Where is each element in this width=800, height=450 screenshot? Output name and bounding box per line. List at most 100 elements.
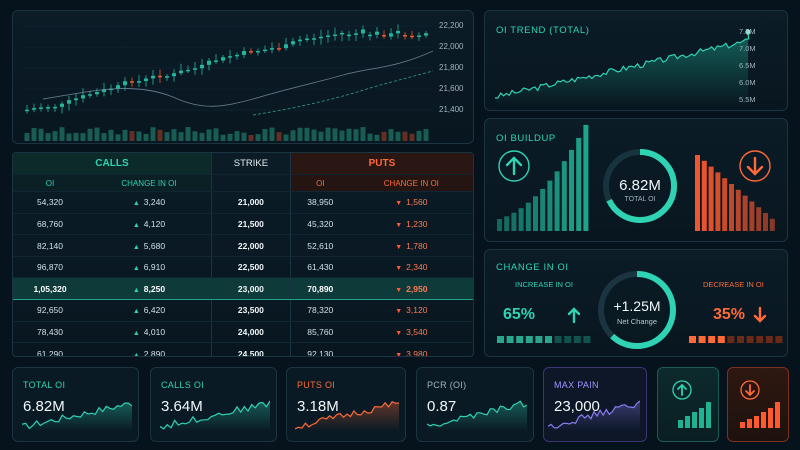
buildup-bar xyxy=(756,207,762,231)
volume-bar xyxy=(220,134,226,141)
chain-row[interactable]: 68,760 ▲ 4,120 21,500 45,320 ▼ 1,230 xyxy=(13,213,473,236)
increase-segment xyxy=(525,336,533,343)
increase-segment xyxy=(554,336,562,343)
volume-bar xyxy=(199,132,205,141)
candle-body xyxy=(375,31,379,35)
chain-row[interactable]: 61,290 ▲ 2,890 24,500 92,130 ▼ 3,980 xyxy=(13,342,473,357)
candle-body xyxy=(193,68,197,70)
volume-bar xyxy=(304,127,310,141)
volume-bar xyxy=(262,128,268,141)
volume-bar xyxy=(150,127,156,141)
candle-body xyxy=(123,81,127,86)
puts-change-cell: ▼ 1,230 xyxy=(349,213,473,236)
candlestick-panel: 22,200 22,000 21,800 21,600 21,400 xyxy=(12,10,474,144)
sparkline xyxy=(160,400,270,431)
chain-row[interactable]: 92,650 ▲ 6,420 23,500 78,320 ▼ 3,120 xyxy=(13,299,473,322)
bullish-card[interactable] xyxy=(657,367,719,442)
candle-body xyxy=(312,38,316,40)
puts-change-col[interactable]: CHANGE IN OI xyxy=(349,174,473,193)
calls-oi-cell: 68,760 xyxy=(13,213,88,236)
sparkline xyxy=(295,401,399,431)
volume-bar xyxy=(290,130,296,141)
candle-body xyxy=(200,64,204,69)
volume-bar xyxy=(185,127,191,141)
calls-change-col[interactable]: CHANGE IN OI xyxy=(87,174,212,193)
buildup-bar xyxy=(735,189,741,231)
change-in-oi-title: CHANGE IN OI xyxy=(496,262,569,273)
calls-change-cell: ▲ 5,680 xyxy=(87,234,212,257)
calls-oi-cell: 92,650 xyxy=(13,299,88,322)
increase-segment xyxy=(573,336,581,343)
decrease-oi-percent: 35% xyxy=(713,306,746,323)
chain-row[interactable]: 96,870 ▲ 6,910 22,500 61,430 ▼ 2,340 xyxy=(13,256,473,279)
price-tick: 21,600 xyxy=(439,84,464,93)
kpi-puts-oi[interactable]: PUTS OI 3.18M xyxy=(286,367,406,442)
volume-bar xyxy=(143,133,149,141)
buildup-bar xyxy=(749,201,755,231)
puts-change-cell: ▼ 2,950 xyxy=(349,277,473,301)
buildup-bar xyxy=(583,124,589,231)
change-in-oi-chart xyxy=(497,271,783,349)
chain-row[interactable]: 82,140 ▲ 5,680 22,000 52,610 ▼ 1,780 xyxy=(13,234,473,257)
buildup-bar xyxy=(497,219,502,231)
decrease-segment xyxy=(765,336,773,343)
buildup-bar xyxy=(729,184,734,231)
candle-body xyxy=(74,98,78,101)
strike-col xyxy=(211,174,291,193)
decrease-segment xyxy=(689,336,696,343)
volume-bar xyxy=(24,133,30,141)
puts-change-value: 2,340 xyxy=(406,262,428,273)
buildup-bar xyxy=(695,155,700,231)
oi-trend-chart[interactable] xyxy=(485,11,788,111)
volume-bar xyxy=(178,132,184,141)
puts-oi-cell: 38,950 xyxy=(290,191,350,214)
net-change-label: Net Change xyxy=(616,317,658,326)
kpi-total-oi[interactable]: TOTAL OI 6.82M xyxy=(12,367,139,442)
candle-body xyxy=(214,60,218,62)
kpi-pcr-oi[interactable]: PCR (OI) 0.87 xyxy=(416,367,534,442)
volume-bar xyxy=(318,131,324,141)
volume-bar xyxy=(241,132,247,141)
puts-change-cell: ▼ 1,560 xyxy=(349,191,473,214)
candle-body xyxy=(179,70,183,74)
puts-oi-cell: 92,130 xyxy=(290,342,350,356)
volume-bar xyxy=(325,127,331,141)
candle-body xyxy=(368,34,372,37)
kpi-value: 0.87 xyxy=(427,398,457,415)
puts-oi-col[interactable]: OI xyxy=(290,174,350,193)
chain-row[interactable]: 78,430 ▲ 4,010 24,000 85,760 ▼ 3,540 xyxy=(13,321,473,344)
volume-bar xyxy=(136,131,142,141)
candle-body xyxy=(354,33,358,35)
increase-segment xyxy=(535,336,543,343)
bearish-card[interactable] xyxy=(727,367,789,442)
bearish-icon xyxy=(740,380,780,428)
up-arrow-icon: ▲ xyxy=(132,329,140,337)
volume-bar xyxy=(388,129,394,141)
up-arrow-icon: ▲ xyxy=(132,221,140,229)
candle-body xyxy=(382,35,386,37)
candle-body xyxy=(291,41,295,45)
buildup-bar xyxy=(742,195,748,231)
puts-change-value: 2,950 xyxy=(406,283,428,294)
chain-row[interactable]: 54,320 ▲ 3,240 21,000 38,950 ▼ 1,560 xyxy=(13,191,473,214)
kpi-max-pain[interactable]: MAX PAIN 23,000 xyxy=(543,367,647,442)
chain-row[interactable]: 1,05,320 ▲ 8,250 23,000 70,890 ▼ 2,950 xyxy=(13,277,473,301)
kpi-calls-oi[interactable]: CALLS OI 3.64M xyxy=(150,367,277,442)
candlestick-chart[interactable] xyxy=(13,11,474,144)
strike-cell: 21,500 xyxy=(211,213,291,236)
kpi-label: TOTAL OI xyxy=(23,380,66,390)
calls-oi-col[interactable]: OI xyxy=(13,174,88,193)
candle-body xyxy=(389,33,393,37)
candle-body xyxy=(298,39,302,42)
puts-change-value: 3,980 xyxy=(406,348,428,357)
kpi-value: 6.82M xyxy=(23,398,65,415)
down-arrow-icon: ▼ xyxy=(395,265,403,273)
decrease-segment xyxy=(775,336,783,343)
buildup-bar xyxy=(769,218,775,231)
up-arrow-icon: ▲ xyxy=(132,308,140,316)
oi-buildup-title: OI BUILDUP xyxy=(496,133,556,144)
calls-oi-cell: 78,430 xyxy=(13,321,88,344)
volume-bar xyxy=(87,128,93,141)
volume-bar xyxy=(227,133,233,141)
candle-body xyxy=(116,85,120,89)
